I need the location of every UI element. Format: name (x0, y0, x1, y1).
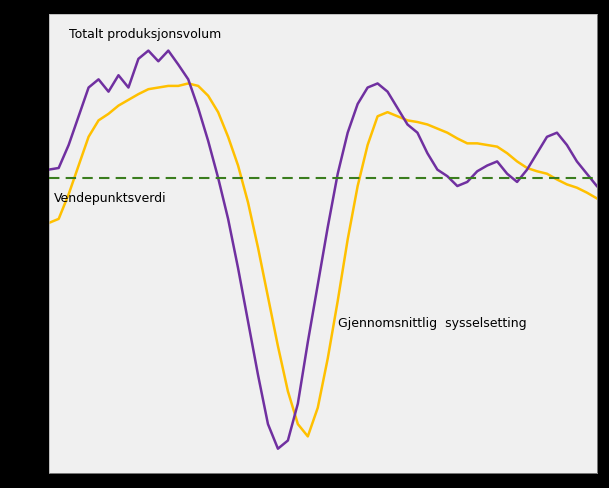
Text: Vendepunktsverdi: Vendepunktsverdi (54, 191, 166, 204)
Text: Gjennomsnittlig  sysselsetting: Gjennomsnittlig sysselsetting (338, 316, 526, 329)
Text: Totalt produksjonsvolum: Totalt produksjonsvolum (69, 28, 221, 41)
